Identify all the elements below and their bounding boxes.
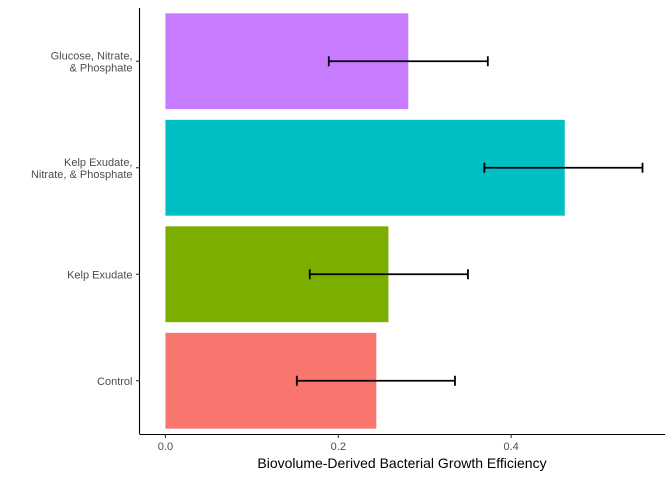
y-tick-label-line: Control <box>97 376 132 388</box>
bars-layer <box>165 13 565 429</box>
x-tick-label: 0.0 <box>158 441 173 453</box>
y-tick-label-line: & Phosphate <box>70 62 133 74</box>
y-ticks-layer: Control Kelp Exudate Kelp Exudate, Nitrate,… <box>31 50 140 388</box>
error-bar <box>483 162 644 173</box>
y-tick-label-line: Nitrate, & Phosphate <box>31 169 133 181</box>
axes-layer <box>138 8 665 436</box>
x-ticks-layer: 0.0 0.2 0.4 <box>158 434 519 453</box>
y-tick-label-line: Kelp Exudate <box>67 269 132 281</box>
y-tick-label-line: Glucose, Nitrate, <box>51 50 133 62</box>
y-tick-label-line: Kelp Exudate, <box>64 157 133 169</box>
x-tick-label: 0.2 <box>331 441 346 453</box>
y-tick-label: Control <box>97 376 132 388</box>
x-axis-title: Biovolume-Derived Bacterial Growth Effic… <box>257 455 546 471</box>
y-tick-label: Glucose, Nitrate, & Phosphate <box>51 50 133 74</box>
error-bar <box>295 375 456 386</box>
error-bars-layer <box>295 56 644 386</box>
error-bar <box>308 269 469 280</box>
x-tick-label: 0.4 <box>504 441 519 453</box>
error-bar <box>327 56 489 67</box>
y-tick-label: Kelp Exudate <box>67 269 132 281</box>
y-tick-label: Kelp Exudate, Nitrate, & Phosphate <box>31 157 133 181</box>
